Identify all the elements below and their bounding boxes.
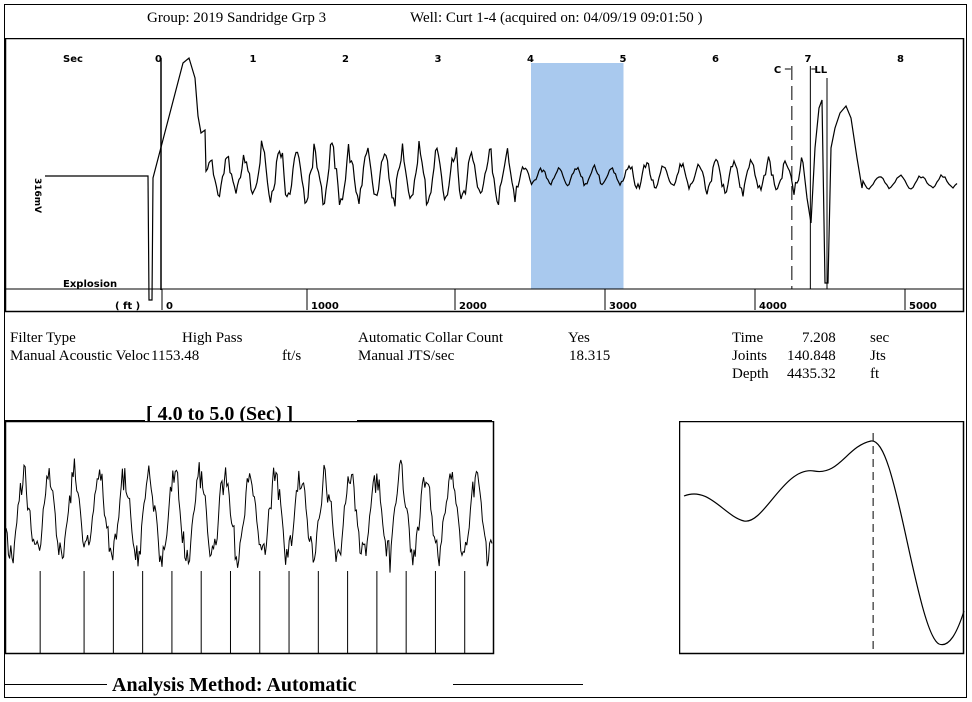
auto-collar-value: Yes <box>568 330 590 346</box>
depth-tick-label: 2000 <box>459 301 487 312</box>
auto-collar-label: Automatic Collar Count <box>358 330 503 346</box>
outer-frame <box>4 4 967 698</box>
sec-tick-label: 6 <box>712 54 719 65</box>
manual-jts-label: Manual JTS/sec <box>358 348 455 364</box>
acoustic-trace-chart: 0 1 2 3 4 5 6 7 8 Sec 316mV Explosion C LL 0 1000 2… <box>5 38 965 313</box>
sec-tick-label: 1 <box>250 54 257 65</box>
zoom-trace-line <box>5 458 493 573</box>
filter-type-label: Filter Type <box>10 330 76 346</box>
acoustic-trace-line <box>45 56 958 301</box>
manual-velocity-value: 1153.48 <box>151 348 200 364</box>
sec-tick-label: 5 <box>620 54 627 65</box>
depth-tick-label: 1000 <box>311 301 339 312</box>
depth-tick-label: 0 <box>166 301 173 312</box>
sec-tick-label: 7 <box>805 54 812 65</box>
sec-tick-label: 0 <box>155 54 162 65</box>
sec-tick-label: 4 <box>527 54 534 65</box>
group-label: Group: 2019 Sandridge Grp 3 <box>147 10 327 26</box>
zoom-window-chart <box>5 421 495 655</box>
time-value: 7.208 <box>802 330 836 346</box>
depth-unit: ft <box>870 366 880 382</box>
depth-label: Depth <box>732 366 769 382</box>
well-label: Well: Curt 1-4 (acquired on: 04/09/19 09… <box>410 10 703 26</box>
depth-tick-label: 3000 <box>609 301 637 312</box>
marker-c-label: C <box>774 65 781 76</box>
window-title: [ 4.0 to 5.0 (Sec) ] <box>146 403 294 425</box>
time-label: Time <box>732 330 764 346</box>
joints-label: Joints <box>732 348 768 364</box>
depth-axis-label: ( ft ) <box>115 301 140 312</box>
manual-velocity-label: Manual Acoustic Veloc <box>10 348 150 364</box>
depth-tick-label: 4000 <box>759 301 787 312</box>
collar-detail-chart <box>679 421 965 655</box>
filter-type-value: High Pass <box>182 330 243 346</box>
sec-tick-label: 2 <box>342 54 349 65</box>
explosion-label: Explosion <box>63 279 117 290</box>
highlight-window[interactable] <box>531 63 624 289</box>
collar-detail-curve <box>683 440 965 646</box>
window-title-rule-left <box>5 420 145 421</box>
joints-unit: Jts <box>870 348 886 364</box>
sec-tick-label: 3 <box>435 54 442 65</box>
sec-tick-label: 8 <box>897 54 904 65</box>
manual-velocity-unit: ft/s <box>282 348 302 364</box>
footer-rule-left <box>5 684 107 685</box>
footer-rule-right <box>453 684 583 685</box>
depth-value: 4435.32 <box>787 366 836 382</box>
sec-axis-label: Sec <box>63 54 83 65</box>
depth-tick-label: 5000 <box>909 301 937 312</box>
joints-value: 140.848 <box>787 348 836 364</box>
amplitude-label: 316mV <box>32 178 42 213</box>
manual-jts-value: 18.315 <box>569 348 611 364</box>
window-title-rule-right <box>357 420 492 421</box>
marker-ll-label: LL <box>814 65 827 76</box>
analysis-method: Analysis Method: Automatic <box>112 674 357 696</box>
time-unit: sec <box>870 330 890 346</box>
